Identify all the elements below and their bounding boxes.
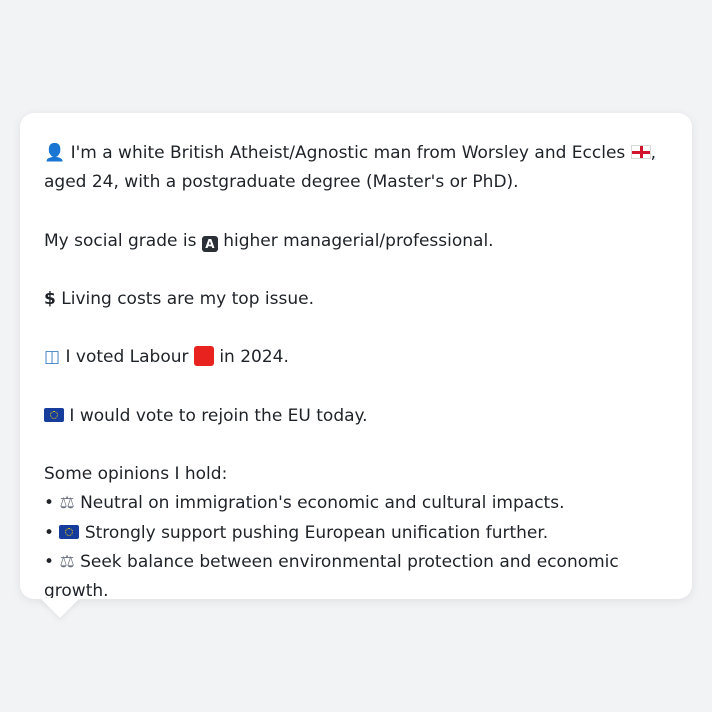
social-grade-paragraph: My social grade is A higher managerial/p… [44,227,668,256]
dollar-sign-icon: $ [44,288,56,309]
list-item: • ⚖ Seek balance between environmental p… [44,548,668,606]
bullet: • [44,522,55,543]
vote-paragraph: ◫ I voted Labour in 2024. [44,343,668,372]
vote-prefix: I voted Labour [60,347,194,368]
opinion-text: Seek balance between environmental prote… [44,551,619,601]
eu-text: I would vote to rejoin the EU today. [64,405,368,426]
vote-suffix: in 2024. [213,347,289,368]
opinion-text: Neutral on immigration's economic and cu… [74,493,565,514]
bullet: • [44,493,55,514]
opinions-list: • ⚖ Neutral on immigration's economic an… [44,489,668,606]
ballot-box-icon: ◫ [44,347,61,368]
eu-flag-icon [44,407,64,422]
opinion-text: Strongly support pushing European unific… [79,522,549,543]
opinions-heading: Some opinions I hold: [44,464,228,485]
eu-paragraph: I would vote to rejoin the EU today. [44,402,668,431]
persona-message-bubble: 👤 I'm a white British Atheist/Agnostic m… [20,113,692,601]
bubble-tail [40,598,80,618]
list-item: • ⚖ Neutral on immigration's economic an… [44,489,668,518]
intro-text-part1: I'm a white British Atheist/Agnostic man… [65,143,631,163]
social-grade-prefix: My social grade is [44,230,202,251]
list-item: • Strongly support pushing European unif… [44,519,668,548]
scales-icon: ⚖ [59,551,75,572]
england-flag-icon [630,145,651,159]
intro-paragraph: 👤 I'm a white British Atheist/Agnostic m… [44,139,668,197]
eu-flag-icon [59,524,80,539]
social-grade-suffix: higher managerial/professional. [217,230,494,251]
person-silhouette-icon: 👤 [44,143,66,163]
red-square-icon [193,346,214,367]
bullet: • [44,551,55,572]
scales-icon: ⚖ [59,493,75,514]
grade-a-badge: A [201,235,218,252]
intro-text-part2: , aged 24, with a postgraduate degree (M… [44,143,657,193]
top-issue-text: Living costs are my top issue. [55,288,314,309]
top-issue-paragraph: $ Living costs are my top issue. [44,285,668,314]
